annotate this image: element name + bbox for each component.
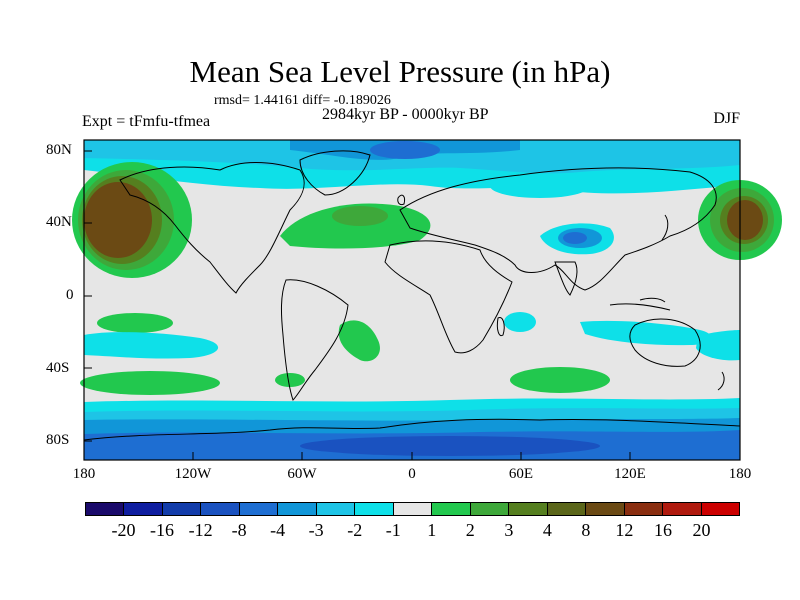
colorbar-label: 8 — [581, 520, 591, 540]
colorbar-label: -3 — [308, 520, 324, 540]
colorbar — [85, 502, 740, 516]
colorbar-segment — [470, 503, 510, 515]
coast-africa — [384, 240, 513, 354]
coast-japan — [661, 214, 669, 241]
spac-cyan — [84, 332, 219, 359]
period-label: 2984kyr BP - 0000kyr BP — [322, 106, 489, 123]
colorbar-label: 2 — [465, 520, 475, 540]
colorbar-label: -8 — [231, 520, 247, 540]
y-tick-0: 0 — [66, 287, 74, 303]
colorbar-segment — [201, 503, 240, 515]
x-tick-60w: 60W — [287, 466, 317, 482]
coast-south-america — [280, 279, 349, 401]
colorbar-label: -2 — [347, 520, 363, 540]
map-title: Mean Sea Level Pressure (in hPa) — [189, 54, 611, 89]
colorbar-segment — [316, 503, 356, 515]
so-green-left — [80, 371, 220, 395]
colorbar-segment — [393, 503, 433, 515]
x-tick-180e: 180 — [728, 466, 752, 482]
y-tick-80n: 80N — [46, 142, 72, 158]
aus-cyan — [696, 330, 740, 361]
natl-green — [280, 203, 431, 249]
so-green-mid — [510, 367, 610, 393]
coast-antarctica — [83, 418, 741, 441]
coastlines — [83, 150, 741, 441]
colorbar-label: 4 — [542, 520, 552, 540]
y-tick-80s: 80S — [46, 432, 70, 448]
colorbar-label: -4 — [270, 520, 286, 540]
antarctic-core — [300, 436, 600, 456]
x-tick-120w: 120W — [174, 466, 212, 482]
colorbar-segment — [547, 503, 587, 515]
colorbar-label: 3 — [504, 520, 514, 540]
colorbar-segment — [663, 503, 702, 515]
coast-india — [554, 261, 578, 296]
colorbar-label: -16 — [150, 520, 175, 540]
epac-green — [97, 313, 173, 333]
colorbar-label: -20 — [111, 520, 136, 540]
colorbar-label: 1 — [427, 520, 437, 540]
stats-text: rmsd= 1.44161 diff= -0.189026 — [214, 93, 391, 108]
season-label: DJF — [713, 110, 740, 127]
y-tick-40s: 40S — [46, 360, 70, 376]
so-green-right — [275, 373, 305, 387]
coast-new-zealand — [717, 371, 725, 391]
colorbar-segment — [162, 503, 202, 515]
colorbar-segment — [432, 503, 471, 515]
colorbar-segment — [124, 503, 163, 515]
colorbar-label: 20 — [692, 520, 711, 540]
experiment-label: Expt = tFmfu-tfmea — [82, 113, 211, 130]
colorbar-segment — [278, 503, 317, 515]
coast-north-america — [119, 162, 305, 294]
x-tick-60e: 60E — [508, 466, 534, 482]
coast-australia — [629, 318, 701, 367]
coast-uk — [397, 194, 405, 206]
indian-cyan — [504, 312, 536, 332]
colorbar-label: 12 — [615, 520, 634, 540]
colorbar-label: 16 — [653, 520, 672, 540]
coast-indonesia — [609, 297, 671, 311]
x-tick-180w: 180 — [72, 466, 96, 482]
colorbar-segment — [701, 503, 739, 515]
x-tick-120e: 120E — [614, 466, 646, 482]
eurasia-cyan — [490, 174, 590, 198]
colorbar-label: -12 — [188, 520, 213, 540]
coast-madagascar — [496, 316, 505, 337]
satl-green — [338, 320, 380, 362]
coast-greenland — [299, 150, 371, 196]
axis-ticks — [83, 150, 741, 460]
colorbar-segment — [86, 503, 125, 515]
coast-eurasia — [399, 167, 717, 291]
colorbar-segment — [586, 503, 625, 515]
colorbar-segment — [355, 503, 394, 515]
colorbar-segment — [239, 503, 279, 515]
x-tick-0: 0 — [408, 466, 416, 482]
arctic-blue-core — [370, 141, 440, 159]
io-cyan — [580, 320, 711, 346]
colorbar-label: -1 — [385, 520, 401, 540]
colorbar-segment — [624, 503, 664, 515]
colorbar-segment — [509, 503, 548, 515]
y-tick-40n: 40N — [46, 214, 72, 230]
